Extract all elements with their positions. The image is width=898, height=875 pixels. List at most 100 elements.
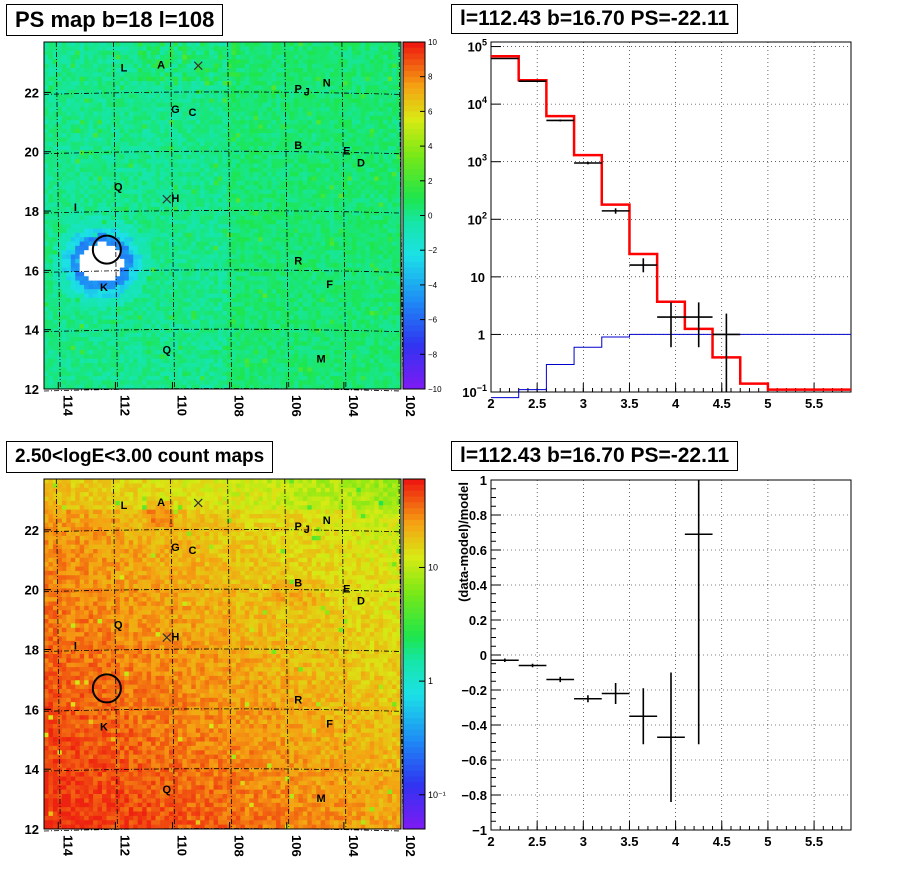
heatmap-cell (320, 150, 326, 156)
heatmap-cell (284, 141, 290, 147)
heatmap-cell (204, 154, 210, 160)
heatmap-cell (226, 263, 232, 268)
heatmap-cell (244, 345, 250, 351)
heatmap-cell (293, 128, 299, 134)
heatmap-cell (88, 323, 94, 329)
heatmap-cell (61, 271, 67, 277)
heatmap-cell (128, 267, 134, 273)
heatmap-cell (311, 215, 317, 221)
heatmap-cell (276, 302, 281, 307)
heatmap-cell (102, 310, 107, 316)
heatmap-cell (164, 193, 170, 199)
heatmap-cell (146, 284, 152, 290)
heatmap-cell (289, 384, 295, 390)
heatmap-cell (222, 128, 228, 134)
heatmap-cell (302, 206, 308, 212)
heatmap-cell (213, 293, 219, 299)
heatmap-cell (280, 245, 286, 251)
heatmap-cell (84, 176, 90, 182)
heatmap-cell (106, 315, 112, 320)
heatmap-cell (177, 371, 183, 377)
heatmap-cell (142, 167, 148, 173)
heatmap-cell (204, 237, 210, 242)
heatmap-cell (316, 345, 322, 351)
heatmap-cell (79, 102, 85, 108)
heatmap-cell (298, 384, 304, 390)
heatmap-cell (298, 328, 304, 334)
heatmap-cell (311, 115, 317, 121)
heatmap-cell (262, 76, 268, 82)
heatmap-cell (191, 336, 197, 342)
heatmap-cell (75, 185, 81, 190)
heatmap-cell (110, 146, 116, 151)
heatmap-cell (44, 250, 49, 255)
heatmap-cell (155, 380, 161, 386)
heatmap-cell (262, 254, 268, 260)
heatmap-cell (293, 328, 299, 334)
heatmap-cell (298, 367, 304, 373)
heatmap-cell (213, 206, 219, 212)
heatmap-cell (146, 328, 152, 334)
heatmap-cell (48, 258, 54, 264)
heatmap-cell (200, 271, 206, 277)
heatmap-cell (44, 332, 49, 338)
heatmap-cell (173, 59, 179, 65)
heatmap-cell (61, 68, 67, 73)
heatmap-cell (226, 336, 232, 342)
heatmap-cell (284, 128, 290, 134)
heatmap-cell (200, 332, 206, 338)
heatmap-cell (316, 297, 322, 303)
heatmap-cell (102, 297, 107, 303)
heatmap-cell (142, 102, 148, 108)
heatmap-cell (106, 55, 112, 60)
heatmap-cell (316, 211, 322, 216)
heatmap-cell (133, 362, 139, 368)
heatmap-cell (151, 107, 156, 112)
heatmap-cell (133, 98, 139, 104)
heatmap-cell (97, 68, 103, 73)
heatmap-cell (52, 284, 58, 290)
heatmap-cell (311, 358, 317, 364)
heatmap-cell (244, 94, 250, 99)
heatmap-cell (142, 276, 148, 281)
heatmap-cell (200, 159, 206, 164)
heatmap-cell (204, 219, 210, 225)
heatmap-cell (164, 345, 170, 351)
heatmap-cell (52, 336, 58, 342)
heatmap-cell (173, 345, 179, 351)
heatmap-cell (311, 328, 317, 334)
heatmap-cell (177, 336, 183, 342)
heatmap-cell (115, 228, 121, 234)
heatmap-cell (182, 42, 188, 47)
heatmap-cell (44, 237, 49, 242)
heatmap-cell (226, 293, 232, 299)
heatmap-cell (231, 367, 237, 373)
heatmap-cell (320, 146, 326, 151)
heatmap-cell (44, 120, 49, 125)
heatmap-cell (267, 107, 272, 112)
heatmap-cell (244, 293, 250, 299)
heatmap-cell (119, 362, 125, 368)
heatmap-cell (218, 371, 223, 377)
heatmap-cell (267, 150, 272, 156)
heatmap-cell (48, 367, 54, 373)
heatmap-cell (88, 59, 94, 65)
heatmap-cell (186, 202, 192, 208)
heatmap-cell (244, 310, 250, 316)
heatmap-cell (119, 345, 125, 351)
heatmap-cell (79, 345, 85, 351)
heatmap-cell (258, 384, 264, 390)
heatmap-cell (213, 55, 219, 60)
heatmap-cell (124, 42, 130, 47)
heatmap-cell (235, 328, 241, 334)
heatmap-cell (284, 349, 290, 355)
heatmap-cell (44, 215, 49, 221)
heatmap-cell (280, 163, 286, 169)
heatmap-cell (115, 224, 121, 229)
heatmap-cell (93, 98, 98, 104)
heatmap-cell (52, 215, 58, 221)
heatmap-cell (164, 76, 170, 82)
heatmap-cell (57, 167, 63, 173)
heatmap-cell (218, 358, 223, 364)
heatmap-cell (88, 198, 94, 203)
